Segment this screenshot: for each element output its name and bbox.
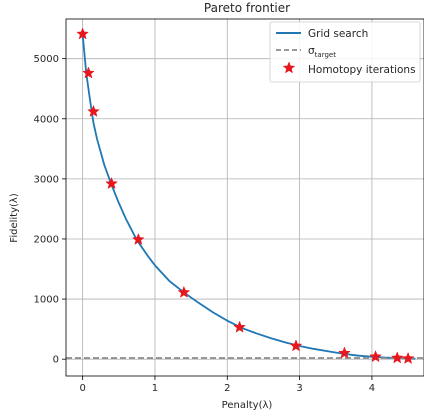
homotopy-star-marker xyxy=(233,320,246,333)
y-tick-label: 3000 xyxy=(34,174,59,185)
x-tick-label: 1 xyxy=(152,383,158,394)
homotopy-star-marker xyxy=(338,346,351,359)
homotopy-star-marker xyxy=(131,232,145,245)
legend: Grid search σtarget Homotopy iterations xyxy=(269,21,421,83)
homotopy-star-marker xyxy=(76,27,89,40)
homotopy-star-marker xyxy=(87,104,100,117)
homotopy-star-marker xyxy=(177,285,191,298)
x-axis-label: Penalty(λ) xyxy=(222,400,273,411)
y-axis-ticks: 0 1000 2000 3000 4000 5000 xyxy=(34,54,66,366)
y-tick-label: 2000 xyxy=(34,234,59,245)
x-tick-label: 2 xyxy=(224,383,230,394)
homotopy-star-marker xyxy=(105,176,118,190)
y-tick-label: 0 xyxy=(53,355,59,366)
homotopy-star-marker xyxy=(82,66,95,79)
homotopy-star-marker xyxy=(401,351,415,364)
x-axis-ticks: 0 1 2 3 4 xyxy=(79,376,375,394)
homotopy-star-marker xyxy=(369,350,382,363)
grid-lines xyxy=(66,19,424,376)
homotopy-star-marker xyxy=(390,351,404,364)
legend-homotopy-label: Homotopy iterations xyxy=(308,64,416,76)
homotopy-markers xyxy=(76,27,415,364)
y-tick-label: 5000 xyxy=(34,54,59,65)
y-tick-label: 1000 xyxy=(34,295,59,306)
x-tick-label: 0 xyxy=(79,383,85,394)
plot-frame xyxy=(65,18,424,377)
legend-sigma-subscript: target xyxy=(315,51,337,59)
x-tick-label: 3 xyxy=(296,383,302,394)
y-tick-label: 4000 xyxy=(34,114,59,125)
legend-grid-label: Grid search xyxy=(308,28,368,40)
legend-sigma-label: σtarget xyxy=(308,45,336,59)
x-tick-label: 4 xyxy=(369,383,375,394)
chart-title: Pareto frontier xyxy=(204,1,290,15)
y-axis-label: Fidelity(λ) xyxy=(9,193,20,243)
plot-lines xyxy=(66,34,424,360)
legend-star-icon xyxy=(282,61,296,74)
legend-box xyxy=(269,21,421,83)
grid-search-line xyxy=(81,34,416,360)
legend-homotopy-swatch xyxy=(282,61,296,74)
homotopy-star-marker xyxy=(289,339,303,352)
legend-sigma-symbol: σ xyxy=(308,45,315,57)
